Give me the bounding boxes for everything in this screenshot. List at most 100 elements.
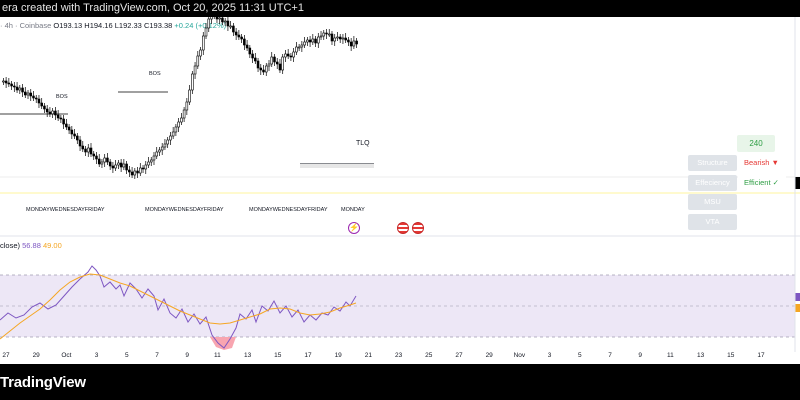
candle-body xyxy=(86,147,90,153)
candle-body xyxy=(308,39,312,43)
day-label-1: MONDAYWEDNESDAYFRIDAY xyxy=(26,207,105,213)
candle-body xyxy=(341,37,345,40)
high-value: 194.16 xyxy=(89,21,113,30)
candle-body xyxy=(133,170,137,176)
time-axis-tick: Nov xyxy=(513,352,526,359)
msu-row-label: MSU xyxy=(688,194,737,210)
candle-body xyxy=(330,33,334,42)
day-label-3: MONDAYWEDNESDAYFRIDAY xyxy=(249,207,328,213)
candle-body xyxy=(254,57,257,62)
candle-body xyxy=(125,163,128,171)
candle-body xyxy=(188,89,191,103)
candle-body xyxy=(70,129,74,135)
candle-body xyxy=(234,31,238,36)
time-axis-tick: 17 xyxy=(304,352,312,359)
candle-body xyxy=(215,17,219,20)
time-axis-tick: 7 xyxy=(608,352,612,359)
time-axis-tick: 7 xyxy=(155,352,159,359)
candle-body xyxy=(119,162,123,168)
candle-body xyxy=(155,151,158,157)
candle-body xyxy=(295,46,298,53)
candle-body xyxy=(26,92,30,96)
indicator-value: 240 xyxy=(749,139,763,148)
candle-body xyxy=(259,67,263,71)
rsi-axis-marker-1 xyxy=(795,293,800,301)
candle-body xyxy=(180,117,183,123)
time-axis-tick: 27 xyxy=(2,352,10,359)
candle-body xyxy=(202,35,205,51)
candle-body xyxy=(40,102,43,107)
candle-body xyxy=(275,61,279,65)
time-axis-tick: 29 xyxy=(32,352,40,359)
candle-body xyxy=(264,65,268,73)
efficiency-row-label: Effeciency xyxy=(688,175,737,191)
time-axis-tick: 17 xyxy=(757,352,765,359)
rsi-value: 56.88 xyxy=(22,241,41,250)
time-axis-tick: 19 xyxy=(334,352,342,359)
candle-body xyxy=(59,117,63,120)
low-value: 192.33 xyxy=(118,21,142,30)
candle-body xyxy=(97,158,101,165)
candle-body xyxy=(34,97,38,100)
structure-row-value: Bearish ▼ xyxy=(738,155,786,171)
chart-title-bar: era created with TradingView.com, Oct 20… xyxy=(0,0,800,17)
open-label: O xyxy=(53,21,60,30)
high-label: H xyxy=(84,21,90,30)
us-flag-event-icon-1[interactable] xyxy=(397,222,409,234)
rsi-ma-line xyxy=(0,273,357,340)
efficiency-row-value: Efficient ✓ xyxy=(738,175,786,191)
candle-body xyxy=(278,63,282,71)
crypto-event-icon[interactable]: ⚡ xyxy=(348,222,360,234)
rsi-axis-marker-2 xyxy=(795,304,800,312)
candle-body xyxy=(303,41,306,46)
candle-body xyxy=(106,157,109,163)
open-value: 193.13 xyxy=(59,21,83,30)
candle-body xyxy=(292,51,295,58)
candle-body xyxy=(262,69,265,73)
time-axis-tick: 9 xyxy=(638,352,642,359)
candle-body xyxy=(147,161,150,166)
time-axis-tick: 29 xyxy=(485,352,493,359)
candle-body xyxy=(286,53,290,57)
vta-row-label: VTA xyxy=(688,214,737,230)
candle-body xyxy=(270,56,274,65)
tlq-box xyxy=(300,164,374,168)
price-chart[interactable] xyxy=(0,17,800,352)
candle-body xyxy=(7,82,11,85)
candle-body xyxy=(317,36,320,44)
candle-body xyxy=(103,157,106,163)
us-flag-event-icon-2[interactable] xyxy=(412,222,424,234)
candle-body xyxy=(226,20,230,27)
candle-body xyxy=(297,46,301,49)
low-label: L xyxy=(114,21,119,30)
time-axis-tick: 3 xyxy=(94,352,99,359)
chart-title: era created with TradingView.com, Oct 20… xyxy=(2,2,304,14)
candle-body xyxy=(158,149,161,153)
candle-body xyxy=(193,65,197,75)
ohlc-legend: · 4h · Coinbase O193.13 H194.16 L192.33 … xyxy=(0,21,226,30)
bos-label-2: BOS xyxy=(149,71,161,77)
footer-bar: TradingView xyxy=(0,364,800,400)
tradingview-logo: TradingView xyxy=(0,374,86,391)
candle-body xyxy=(117,162,120,166)
candle-body xyxy=(139,167,142,174)
candle-body xyxy=(232,25,235,33)
time-axis[interactable]: 27 29 Oct 3 5 7 9 11 13 15 17 19 21 23 25 27 29 Nov 3 5 7 9 11… xyxy=(0,352,800,364)
candle-body xyxy=(65,123,68,128)
candle-body xyxy=(327,33,331,36)
candle-body xyxy=(84,148,87,153)
candle-body xyxy=(43,105,46,110)
candle-body xyxy=(67,126,71,131)
candle-body xyxy=(251,53,254,59)
change-value: +0.24 (+0.12%) xyxy=(174,21,227,30)
candle-body xyxy=(182,109,186,119)
candle-body xyxy=(229,25,232,28)
candle-body xyxy=(4,80,8,84)
candle-body xyxy=(78,139,82,147)
candle-body xyxy=(221,17,224,23)
candle-body xyxy=(37,98,41,104)
candle-body xyxy=(141,167,145,170)
candle-body xyxy=(289,55,293,58)
time-axis-tick: 15 xyxy=(274,352,282,359)
candle-body xyxy=(174,126,178,133)
